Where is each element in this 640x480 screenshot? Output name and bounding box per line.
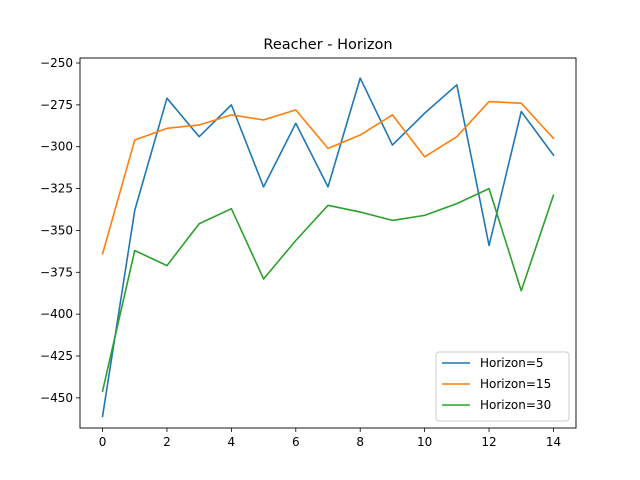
y-tick-label: −300 <box>40 140 73 154</box>
chart-title: Reacher - Horizon <box>263 37 392 53</box>
series-line-2 <box>101 187 555 393</box>
y-tick-label: −250 <box>40 56 73 70</box>
legend-frame <box>435 351 570 422</box>
y-tick-label: −325 <box>40 182 73 196</box>
series-layer <box>101 77 555 418</box>
axis-layer: 0 2 4 6 8 10 12 14 −450 −425 −400 −375 −350 −325 −300 −… <box>40 56 561 449</box>
x-tick-label: 0 <box>99 435 107 449</box>
legend: Horizon=5 Horizon=15 Horizon=30 <box>435 351 570 422</box>
x-tick-label: 10 <box>417 435 432 449</box>
x-tick-label: 2 <box>163 435 171 449</box>
series-line-1 <box>101 100 555 255</box>
y-tick-label: −275 <box>40 98 73 112</box>
legend-label-1: Horizon=15 <box>480 377 551 391</box>
x-tick-label: 6 <box>292 435 300 449</box>
plot-frame <box>79 57 577 429</box>
y-tick-label: −350 <box>40 223 73 237</box>
x-tick-label: 8 <box>356 435 364 449</box>
x-tick-label: 12 <box>481 435 496 449</box>
y-tick-label: −450 <box>40 391 73 405</box>
y-tick-label: −400 <box>40 307 73 321</box>
legend-label-0: Horizon=5 <box>480 356 544 370</box>
y-tick-label: −425 <box>40 349 73 363</box>
x-tick-label: 4 <box>228 435 236 449</box>
x-tick-label: 14 <box>546 435 561 449</box>
y-tick-label: −375 <box>40 265 73 279</box>
series-line-0 <box>101 77 555 418</box>
legend-label-2: Horizon=30 <box>480 398 551 412</box>
